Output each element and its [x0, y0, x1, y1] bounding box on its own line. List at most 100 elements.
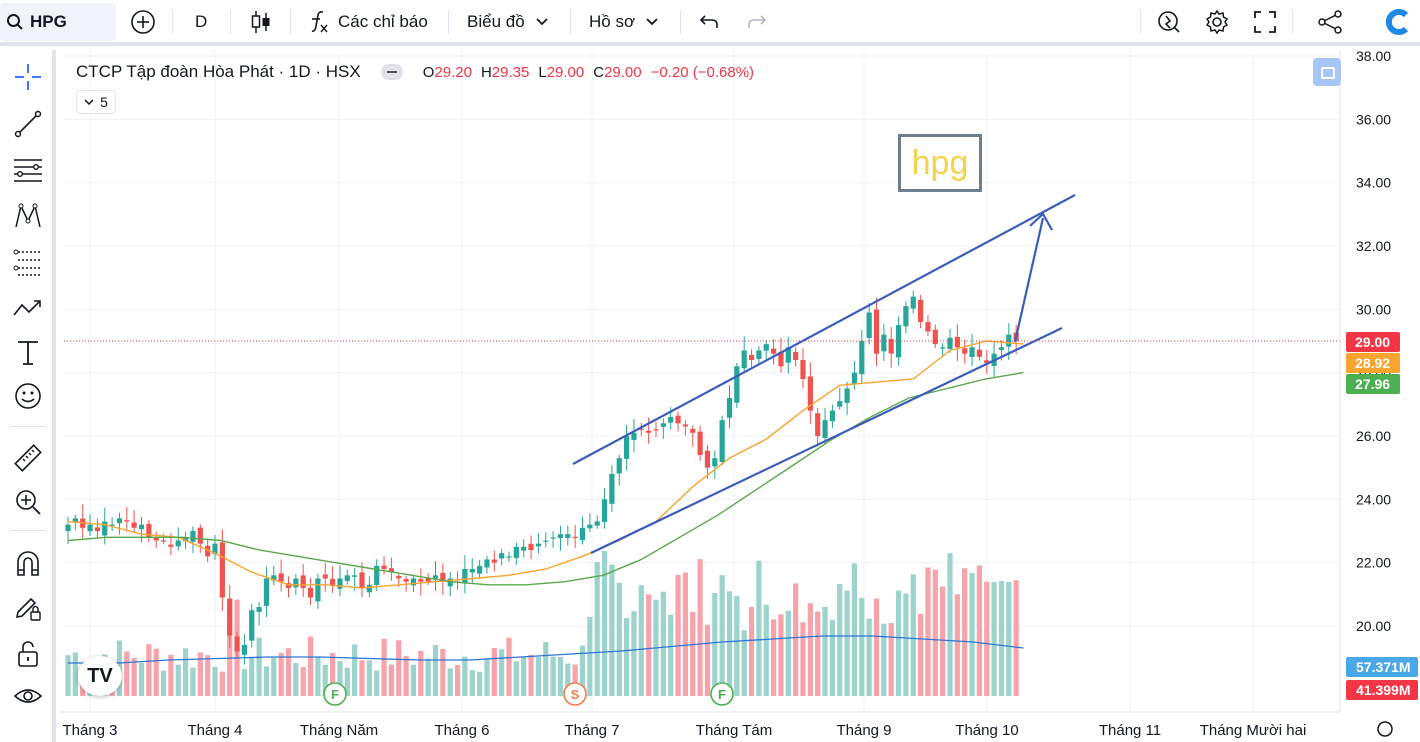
emoji-tool[interactable]: [8, 378, 48, 414]
candle-body: [352, 575, 358, 577]
volume-bar: [734, 595, 740, 696]
pattern-icon: [15, 203, 41, 228]
indicators-button[interactable]: Các chỉ báo: [308, 0, 428, 44]
price-chart[interactable]: 20.0022.0024.0026.0028.0030.0032.0034.00…: [60, 50, 1420, 742]
volume-bar: [660, 591, 666, 696]
chevron-down-icon: [84, 98, 94, 105]
candle-body: [440, 572, 446, 582]
volume-bar: [741, 630, 747, 696]
logo-icon: [1385, 9, 1409, 35]
volume-bar: [499, 649, 505, 696]
settings-button[interactable]: [1204, 0, 1230, 44]
chart-type-button[interactable]: [250, 0, 272, 44]
candle-body: [815, 413, 821, 436]
candle-body: [374, 565, 380, 585]
trend-line-tool[interactable]: [8, 106, 48, 142]
maximize-pane-button[interactable]: [1313, 58, 1341, 86]
candle-body: [153, 537, 159, 541]
undo-button[interactable]: [698, 0, 720, 44]
candle-body: [925, 322, 931, 332]
candle-body: [800, 359, 806, 379]
volume-bar: [682, 572, 688, 696]
measure-tool[interactable]: [8, 440, 48, 476]
volume-bar: [557, 657, 564, 696]
candle-body: [903, 306, 909, 327]
candle-body: [550, 537, 556, 539]
axis-settings-icon[interactable]: [1377, 721, 1393, 737]
forecast-tool[interactable]: [8, 290, 48, 326]
symbol-title: CTCP Tập đoàn Hòa Phát · 1D · HSX: [76, 62, 361, 81]
share-button[interactable]: [1317, 0, 1343, 44]
volume-bar: [359, 660, 365, 696]
event-marker: [323, 682, 347, 706]
volume-bar: [315, 656, 321, 696]
candle-body: [506, 556, 512, 558]
candle-body: [528, 543, 534, 550]
candle-body: [984, 360, 990, 364]
volume-bar: [138, 662, 145, 696]
time-tick-label: Tháng 11: [1099, 722, 1161, 739]
zoom-in-icon: [16, 490, 41, 515]
candle-body: [998, 347, 1005, 351]
volume-bar: [976, 565, 982, 696]
candle-body: [682, 424, 688, 427]
volume-bar: [205, 655, 211, 696]
time-axis-bg: [60, 712, 1420, 742]
candle-body: [741, 350, 747, 369]
candle-body: [491, 559, 497, 563]
zoom-tool[interactable]: [8, 484, 48, 520]
volume-bar: [344, 667, 350, 696]
volume-bar: [190, 667, 196, 696]
fullscreen-icon: [1254, 11, 1276, 33]
profile-menu-button[interactable]: Hồ sơ: [589, 0, 659, 44]
volume-bar: [241, 668, 247, 696]
unlock-tool[interactable]: [8, 636, 48, 672]
chart-menu-button[interactable]: Biểu đồ: [467, 0, 549, 44]
volume-bar: [940, 586, 946, 696]
volume-bar: [271, 657, 277, 696]
alert-button[interactable]: [1156, 0, 1182, 44]
symbol-search[interactable]: HPG: [0, 3, 116, 41]
eye-icon: [13, 689, 43, 703]
tradingview-logo[interactable]: TV: [78, 656, 122, 696]
candle-body: [962, 348, 968, 354]
volume-ma-line: [68, 635, 1024, 664]
candle-body: [646, 430, 652, 433]
text-annotation[interactable]: hpg: [898, 134, 982, 192]
volume-bar: [962, 568, 968, 696]
logo-button[interactable]: [1384, 0, 1412, 44]
price-label: 29.00: [1355, 334, 1390, 350]
add-symbol-button[interactable]: [130, 0, 156, 44]
candle-body: [168, 544, 174, 547]
candle-body: [748, 354, 755, 360]
candle-body: [249, 610, 255, 641]
candle-body: [704, 450, 711, 468]
candle-body: [1006, 334, 1012, 347]
price-label-bg: [1346, 332, 1400, 352]
text-tool[interactable]: [8, 334, 48, 370]
volume-bar: [249, 656, 255, 696]
volume-bar: [947, 553, 953, 696]
fib-tool[interactable]: [8, 152, 48, 188]
visibility-tool[interactable]: [8, 678, 48, 714]
redo-button[interactable]: [746, 0, 768, 44]
lock-drawing-tool[interactable]: [8, 590, 48, 626]
volume-bar: [484, 658, 490, 696]
legend-toggle[interactable]: [380, 64, 403, 80]
volume-bar: [396, 640, 402, 696]
candle-body: [756, 350, 762, 359]
magnet-tool[interactable]: [8, 546, 48, 582]
interval-button[interactable]: D: [195, 0, 207, 44]
price-tick-label: 20.00: [1356, 618, 1391, 634]
candle-body: [410, 578, 417, 586]
top-toolbar: HPG D Các chỉ báo Biểu đồ Hồ sơ: [0, 0, 1420, 46]
fullscreen-button[interactable]: [1253, 0, 1277, 44]
volume-bar: [256, 637, 262, 696]
indicator-lines: [67, 340, 1024, 589]
volume-bar: [807, 603, 813, 696]
projection-tool[interactable]: [8, 244, 48, 280]
crosshair-tool[interactable]: [8, 59, 48, 95]
indicators-collapse-button[interactable]: 5: [76, 90, 116, 114]
pattern-tool[interactable]: [8, 198, 48, 234]
